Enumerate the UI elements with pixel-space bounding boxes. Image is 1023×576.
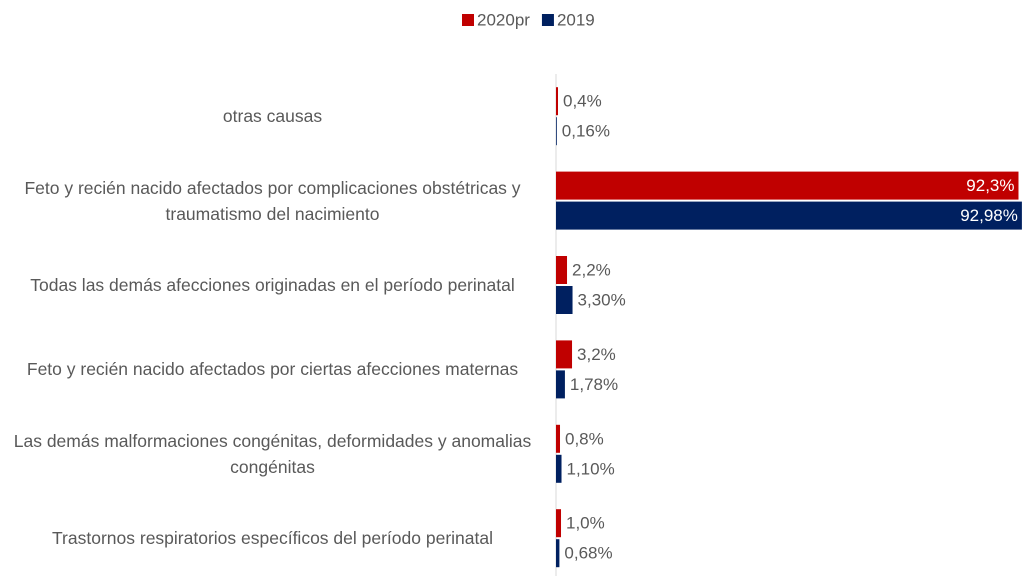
bar	[556, 340, 573, 369]
category-label: Todas las demás afecciones originadas en…	[30, 275, 515, 295]
bar	[556, 87, 559, 116]
bar	[556, 539, 560, 568]
data-label: 92,3%	[966, 176, 1014, 195]
data-label: 0,8%	[565, 429, 604, 448]
data-label: 0,4%	[563, 92, 602, 111]
category-label: Feto y recién nacido afectados por compl…	[24, 177, 521, 224]
data-label: 1,78%	[570, 375, 618, 394]
category-label: otras causas	[222, 106, 323, 127]
category-label: Trastornos respiratorios específicos del…	[52, 528, 493, 549]
category-label: Las demás malformaciones congénitas, def…	[13, 430, 532, 477]
legend-swatch	[541, 14, 554, 26]
bar	[556, 509, 562, 538]
bar	[556, 201, 1022, 230]
data-label: 92,98%	[960, 206, 1018, 225]
data-label: 0,16%	[562, 122, 610, 141]
data-label: 1,10%	[567, 459, 615, 478]
legend-swatch	[462, 14, 474, 26]
bar	[556, 256, 568, 284]
bar	[556, 454, 562, 483]
legend-label: 2020pr	[477, 10, 530, 29]
legend-label: 2019	[557, 10, 595, 29]
bar	[556, 424, 561, 453]
bar	[556, 117, 557, 146]
data-label: 3,30%	[578, 290, 626, 309]
category-label: Feto y recién nacido afectados por ciert…	[26, 359, 519, 380]
data-label: 2,2%	[572, 260, 611, 279]
data-label: 1,0%	[566, 514, 605, 533]
data-label: 3,2%	[577, 345, 616, 364]
bar	[556, 370, 565, 399]
bar	[556, 286, 573, 314]
data-label: 0,68%	[564, 544, 612, 563]
bar	[556, 171, 1019, 200]
